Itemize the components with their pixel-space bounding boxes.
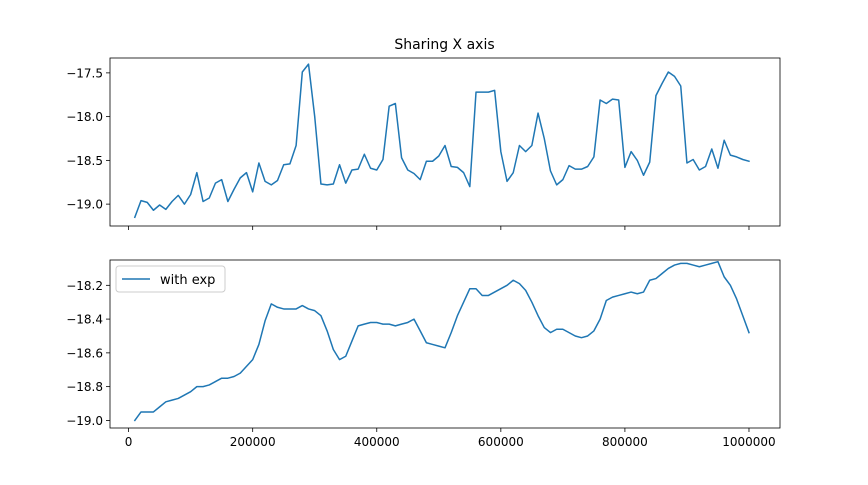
x-tick-label: 800000 <box>602 435 648 449</box>
legend-box <box>115 265 226 293</box>
legend-label: with exp <box>160 273 215 288</box>
bottom-axes: 0 200000 400000 600000 800000 1000000 −19.0−1… <box>66 259 781 449</box>
x-tick-label: 1000000 <box>722 435 775 449</box>
top-axes-frame <box>109 57 781 227</box>
top-y-axis: −19.0 −18.5 −18.0 −17.5 <box>66 66 110 212</box>
bottom-x-axis: 0 200000 400000 600000 800000 1000000 <box>125 428 776 449</box>
y-tick-label: −18.6 <box>66 346 103 360</box>
y-tick-label: −17.5 <box>66 66 103 80</box>
bottom-axes-frame <box>109 259 781 429</box>
y-tick-label: −19.0 <box>66 198 103 212</box>
y-tick-label: −18.4 <box>66 313 103 327</box>
y-tick-label: −18.8 <box>66 380 103 394</box>
y-tick-label: −19.0 <box>66 414 103 428</box>
series-line <box>133 63 750 219</box>
y-tick-label: −18.2 <box>66 279 103 293</box>
top-x-axis <box>128 226 750 230</box>
x-tick-label: 400000 <box>354 435 400 449</box>
y-tick-label: −18.5 <box>66 154 103 168</box>
chart-title: Sharing X axis <box>394 37 494 53</box>
bottom-y-axis: −19.0 −18.8 −18.6 −18.4 −18.2 <box>66 279 110 428</box>
x-tick-label: 0 <box>125 435 133 449</box>
x-tick-label: 600000 <box>478 435 524 449</box>
x-tick-label: 200000 <box>230 435 276 449</box>
legend: with exp <box>115 265 226 293</box>
y-tick-label: −18.0 <box>66 110 103 124</box>
series-line-with-exp <box>133 260 750 422</box>
top-axes: Sharing X axis −19.0 −18.5 −18.0 −17.5 <box>66 37 781 230</box>
